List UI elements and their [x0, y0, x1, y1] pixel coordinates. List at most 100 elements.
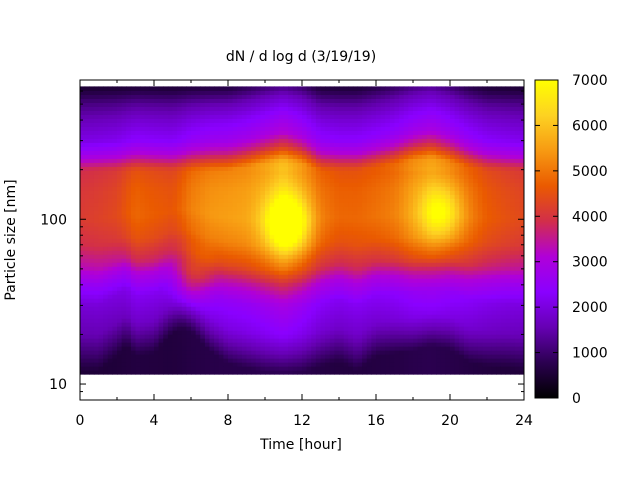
heatmap-cell	[251, 310, 257, 315]
heatmap-cell	[214, 158, 220, 163]
heatmap-cell	[306, 226, 312, 231]
heatmap-cell	[366, 190, 372, 195]
heatmap-cell	[195, 230, 201, 235]
heatmap-cell	[135, 218, 141, 223]
heatmap-cell	[167, 210, 174, 215]
heatmap-cell	[348, 122, 354, 127]
heatmap-cell	[334, 162, 340, 167]
heatmap-cell	[260, 346, 266, 351]
heatmap-cell	[172, 242, 178, 247]
heatmap-cell	[315, 186, 322, 191]
heatmap-cell	[260, 98, 266, 103]
heatmap-cell	[84, 346, 90, 351]
heatmap-cell	[366, 134, 372, 139]
heatmap-cell	[376, 194, 382, 199]
heatmap-cell	[297, 202, 303, 207]
heatmap-cell	[385, 182, 391, 187]
heatmap-cell	[306, 294, 312, 299]
heatmap-cell	[241, 274, 248, 279]
heatmap-cell	[103, 154, 109, 159]
heatmap-cell	[200, 346, 206, 351]
heatmap-cell	[223, 186, 229, 191]
heatmap-cell	[348, 210, 354, 215]
heatmap-cell	[329, 354, 335, 359]
heatmap-cell	[334, 370, 340, 375]
heatmap-cell	[274, 102, 280, 107]
heatmap-cell	[394, 314, 400, 319]
heatmap-cell	[117, 230, 123, 235]
heatmap-cell	[376, 190, 382, 195]
heatmap-cell	[237, 174, 243, 179]
heatmap-cell	[366, 362, 372, 367]
heatmap-cell	[380, 190, 386, 195]
heatmap-cell	[191, 146, 197, 151]
heatmap-cell	[241, 306, 248, 311]
heatmap-cell	[204, 178, 211, 183]
heatmap-cell	[371, 330, 377, 335]
heatmap-cell	[195, 122, 201, 127]
heatmap-cell	[186, 198, 192, 203]
heatmap-cell	[149, 170, 155, 175]
heatmap-cell	[117, 222, 123, 227]
heatmap-cell	[149, 106, 155, 111]
heatmap-cell	[260, 358, 266, 363]
heatmap-cell	[260, 138, 266, 143]
heatmap-cell	[140, 330, 146, 335]
heatmap-cell	[385, 250, 391, 255]
heatmap-cell	[394, 342, 400, 347]
heatmap-cell	[177, 126, 183, 131]
heatmap-cell	[302, 246, 308, 251]
heatmap-cell	[140, 142, 146, 147]
heatmap-cell	[348, 298, 354, 303]
heatmap-cell	[297, 134, 303, 139]
heatmap-cell	[274, 142, 280, 147]
heatmap-cell	[251, 250, 257, 255]
heatmap-cell	[297, 142, 303, 147]
heatmap-cell	[223, 178, 229, 183]
heatmap-cell	[278, 334, 285, 339]
heatmap-cell	[181, 214, 187, 219]
heatmap-cell	[260, 290, 266, 295]
heatmap-cell	[204, 146, 211, 151]
heatmap-cell	[163, 182, 169, 187]
heatmap-cell	[218, 122, 224, 127]
heatmap-cell	[181, 318, 187, 323]
heatmap-cell	[251, 298, 257, 303]
heatmap-cell	[107, 150, 113, 155]
heatmap-cell	[325, 354, 331, 359]
heatmap-cell	[163, 310, 169, 315]
heatmap-cell	[311, 274, 317, 279]
heatmap-cell	[121, 274, 127, 279]
heatmap-cell	[389, 170, 396, 175]
heatmap-cell	[394, 290, 400, 295]
heatmap-cell	[265, 238, 271, 243]
heatmap-cell	[126, 202, 132, 207]
heatmap-cell	[394, 330, 400, 335]
heatmap-cell	[265, 130, 271, 135]
heatmap-cell	[135, 170, 141, 175]
heatmap-cell	[200, 230, 206, 235]
heatmap-cell	[228, 206, 234, 211]
heatmap-cell	[84, 330, 90, 335]
heatmap-cell	[191, 294, 197, 299]
heatmap-cell	[348, 214, 354, 219]
heatmap-cell	[297, 170, 303, 175]
heatmap-cell	[191, 182, 197, 187]
heatmap-cell	[366, 274, 372, 279]
heatmap-cell	[288, 178, 294, 183]
heatmap-cell	[181, 274, 187, 279]
heatmap-cell	[200, 98, 206, 103]
heatmap-cell	[278, 194, 285, 199]
heatmap-cell	[154, 126, 160, 131]
heatmap-cell	[339, 122, 345, 127]
heatmap-cell	[80, 158, 86, 163]
heatmap-cell	[158, 346, 164, 351]
heatmap-cell	[246, 178, 252, 183]
heatmap-cell	[191, 338, 197, 343]
heatmap-cell	[112, 226, 118, 231]
heatmap-cell	[163, 230, 169, 235]
heatmap-cell	[121, 126, 127, 131]
heatmap-cell	[232, 282, 238, 287]
heatmap-cell	[200, 310, 206, 315]
heatmap-cell	[214, 278, 220, 283]
